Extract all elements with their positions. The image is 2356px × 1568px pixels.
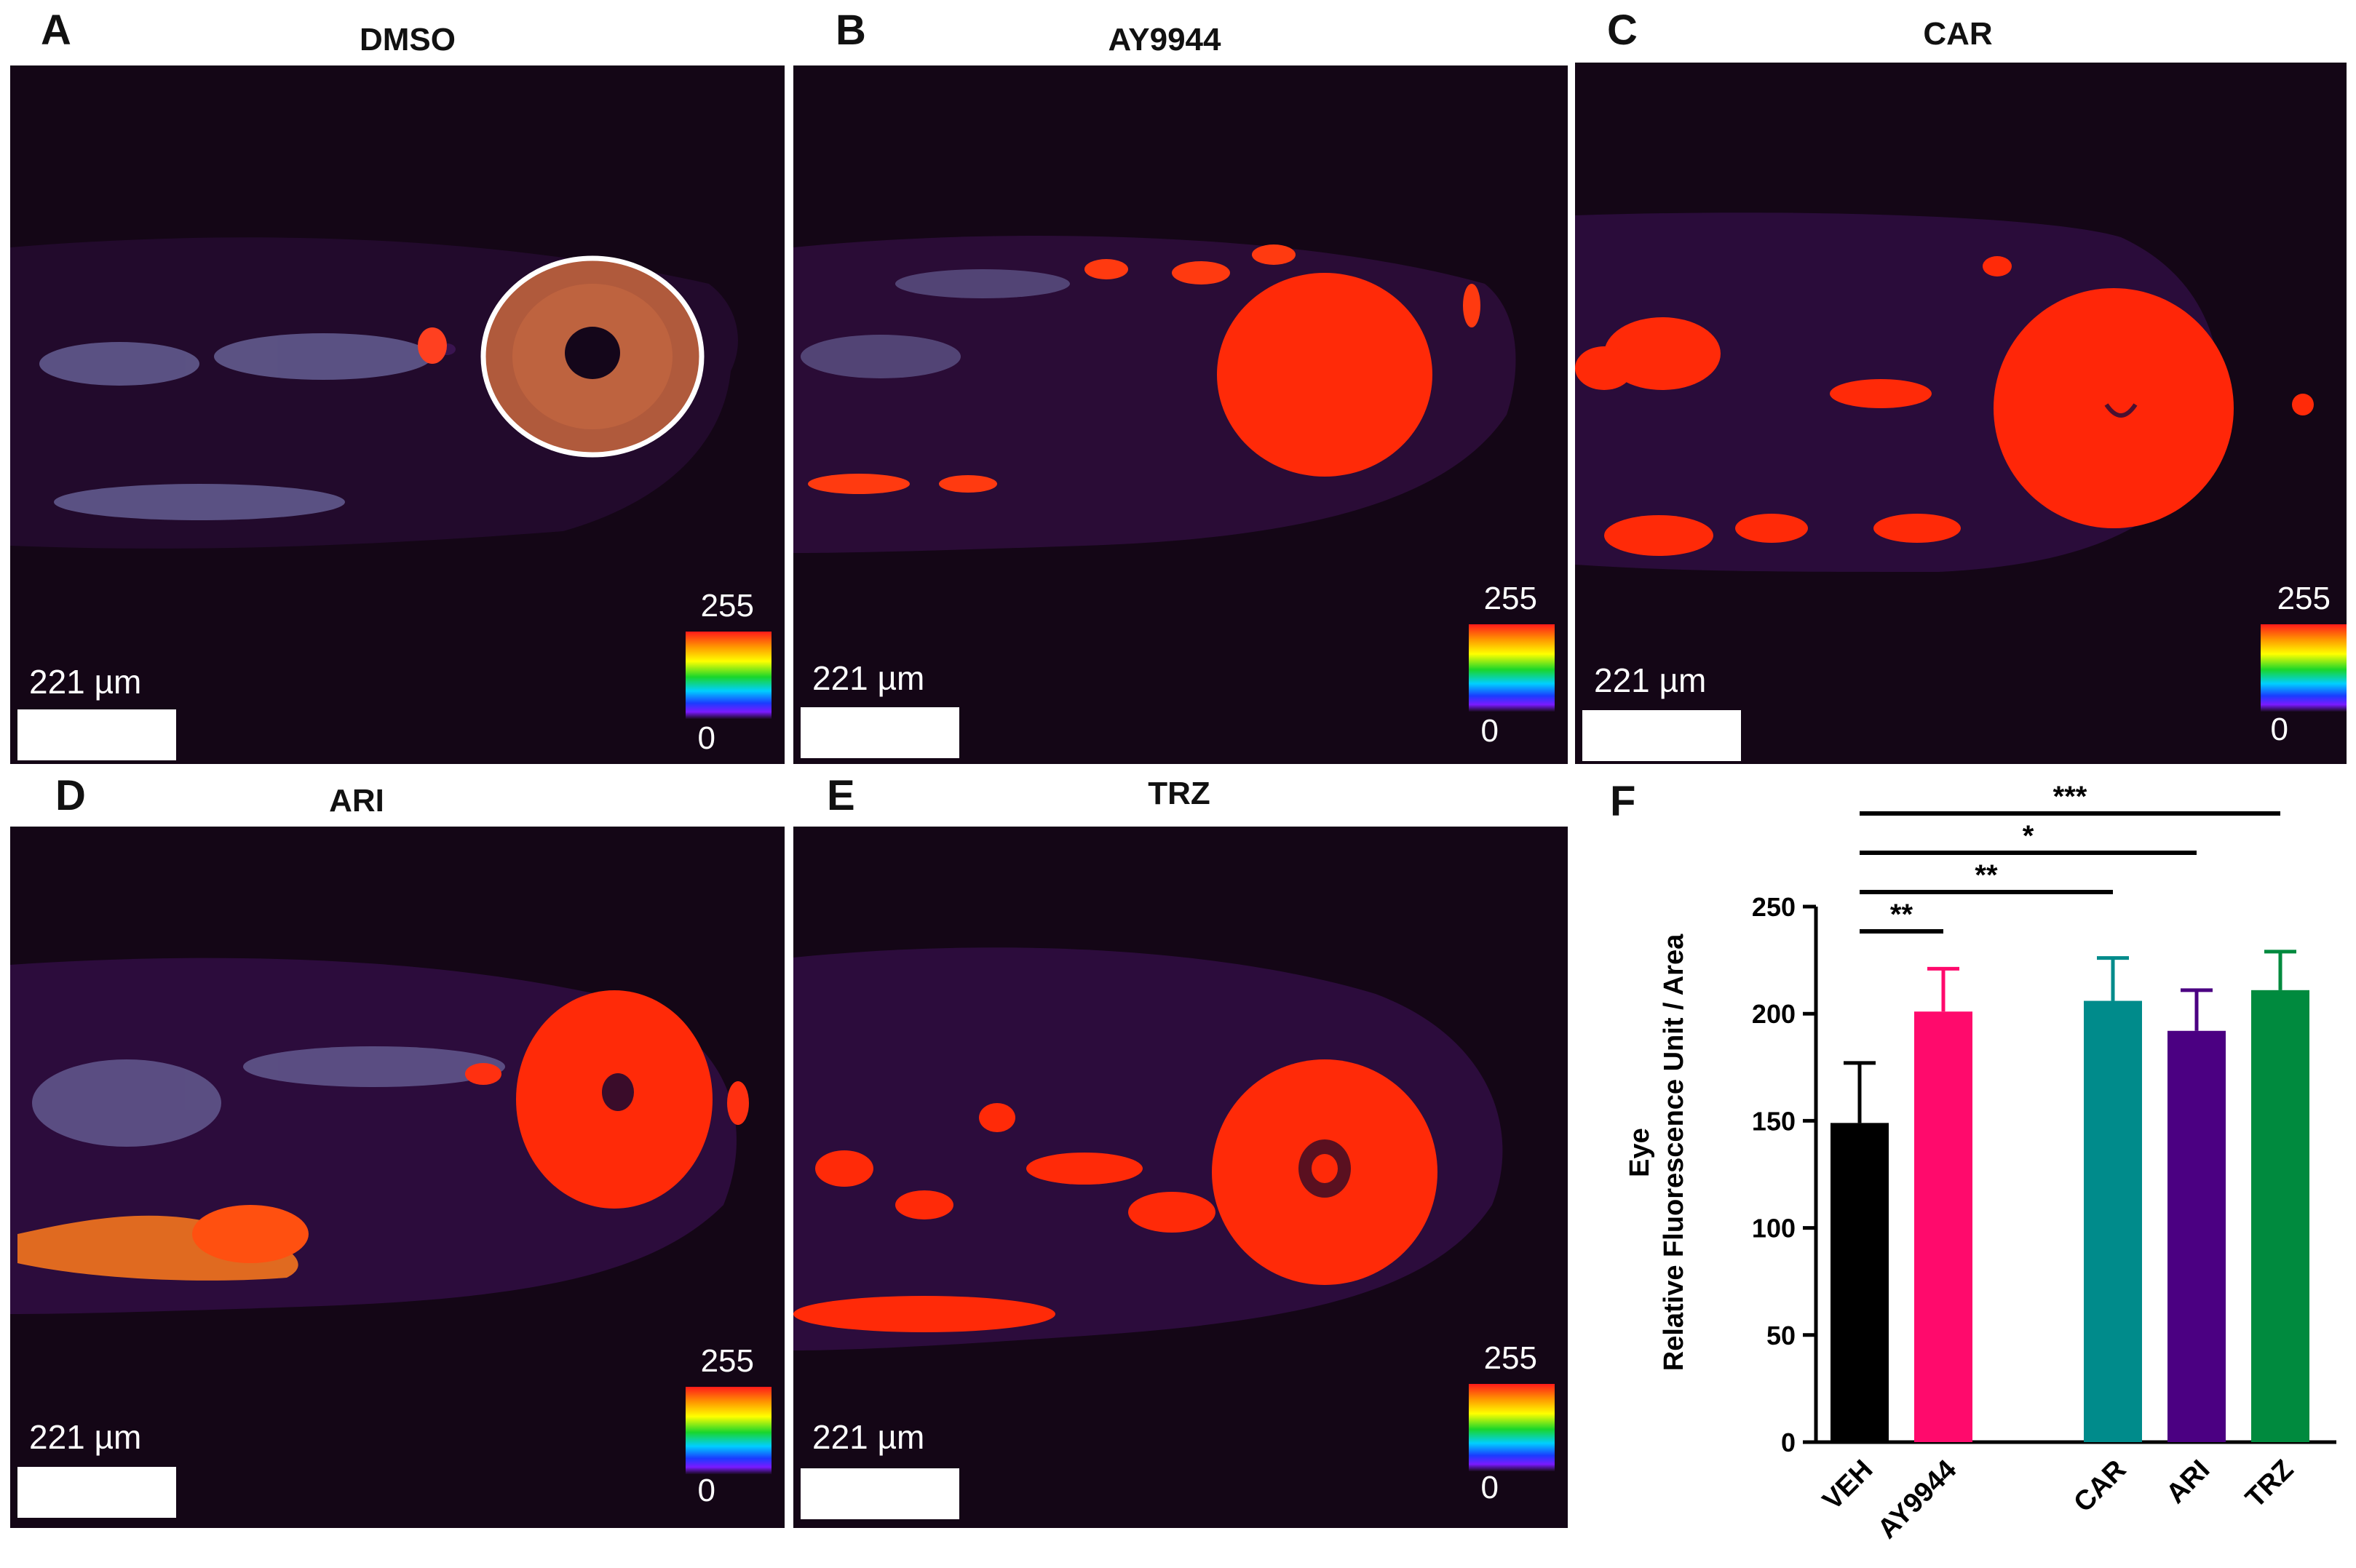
bar-car (2084, 1000, 2142, 1442)
panel-title-e: TRZ (1148, 776, 1210, 811)
scale-bar-b (801, 707, 959, 758)
significance-label: *** (2053, 786, 2087, 813)
lut-max-a: 255 (700, 588, 754, 624)
panel-letter-e: E (827, 772, 855, 819)
panel-letter-c: C (1607, 7, 1638, 54)
y-tick-label: 200 (1752, 999, 1796, 1029)
lut-min-a: 0 (697, 720, 715, 756)
x-tick-label: CAR (2068, 1454, 2132, 1519)
scale-label-e: 221 µm (812, 1418, 925, 1456)
x-tick-label: AY9944 (1872, 1454, 1962, 1545)
panel-letter-d: D (55, 772, 86, 819)
lut-colorbar-e (1469, 1384, 1555, 1471)
micrograph-d: 221 µm 255 0 (10, 827, 785, 1528)
y-tick-label: 0 (1781, 1428, 1796, 1457)
y-axis-label-line1: Eye (1625, 1128, 1655, 1177)
larva-image-c (1575, 212, 2314, 572)
scale-label-b: 221 µm (812, 659, 925, 697)
larva-image-e (793, 947, 1503, 1350)
panel-letter-a: A (41, 7, 71, 54)
significance-label: * (2023, 820, 2034, 852)
larva-image-d (10, 958, 749, 1314)
x-tick-label: VEH (1817, 1454, 1879, 1516)
lut-colorbar-d (686, 1387, 772, 1474)
bar-ari (2167, 1030, 2226, 1442)
y-tick-label: 250 (1752, 892, 1796, 922)
scale-bar-e (801, 1468, 959, 1519)
bar-trz (2251, 990, 2309, 1442)
scale-bar-a (17, 709, 176, 760)
lut-min-d: 0 (697, 1473, 715, 1508)
scale-label-d: 221 µm (29, 1418, 142, 1456)
larva-image-b (793, 236, 1516, 553)
lut-min-c: 0 (2270, 712, 2288, 747)
bar-chart: 0 50 100 150 200 250 Eye Relative Fluorescence … (1565, 781, 2356, 1564)
panel-title-b: AY9944 (1108, 22, 1221, 57)
panel-title-c: CAR (1923, 16, 1993, 52)
micrograph-c: 221 µm 255 0 (1575, 63, 2347, 764)
scale-bar-d (17, 1467, 176, 1518)
x-tick-label: ARI (2160, 1454, 2216, 1510)
y-tick-label: 50 (1766, 1321, 1796, 1350)
lut-min-b: 0 (1480, 713, 1499, 749)
y-axis-label-line2: Relative Fluorescence Unit / Area (1659, 934, 1689, 1371)
lut-colorbar-c (2261, 624, 2347, 712)
scale-label-c: 221 µm (1594, 661, 1707, 699)
lut-max-e: 255 (1483, 1340, 1537, 1376)
micrograph-b: 221 µm 255 0 (793, 65, 1568, 764)
panel-letter-b: B (836, 7, 866, 54)
lut-max-c: 255 (2277, 581, 2331, 616)
lut-colorbar-b (1469, 624, 1555, 712)
panel-title-d: ARI (329, 783, 384, 819)
scale-label-a: 221 µm (29, 663, 142, 701)
significance-label: ** (1890, 899, 1913, 931)
bar-ay9944 (1914, 1011, 1972, 1442)
panel-letter-f: F (1610, 778, 1636, 825)
scale-bar-c (1582, 710, 1741, 761)
panel-title-a: DMSO (360, 22, 456, 57)
lut-colorbar-a (686, 632, 772, 719)
x-tick-label: TRZ (2240, 1454, 2299, 1514)
bar-veh (1831, 1123, 1889, 1442)
lut-max-b: 255 (1483, 581, 1537, 616)
y-tick-label: 100 (1752, 1214, 1796, 1243)
micrograph-e: 221 µm 255 0 (793, 827, 1568, 1528)
significance-label: ** (1975, 859, 1998, 891)
lut-max-d: 255 (700, 1343, 754, 1379)
lut-min-e: 0 (1480, 1470, 1499, 1505)
bar-chart-svg: 0 50 100 150 200 250 Eye Relative Fluorescence … (1625, 781, 2336, 1545)
larva-image-a (10, 237, 738, 549)
y-tick-label: 150 (1752, 1106, 1796, 1136)
micrograph-a: 221 µm 255 0 (10, 65, 785, 764)
